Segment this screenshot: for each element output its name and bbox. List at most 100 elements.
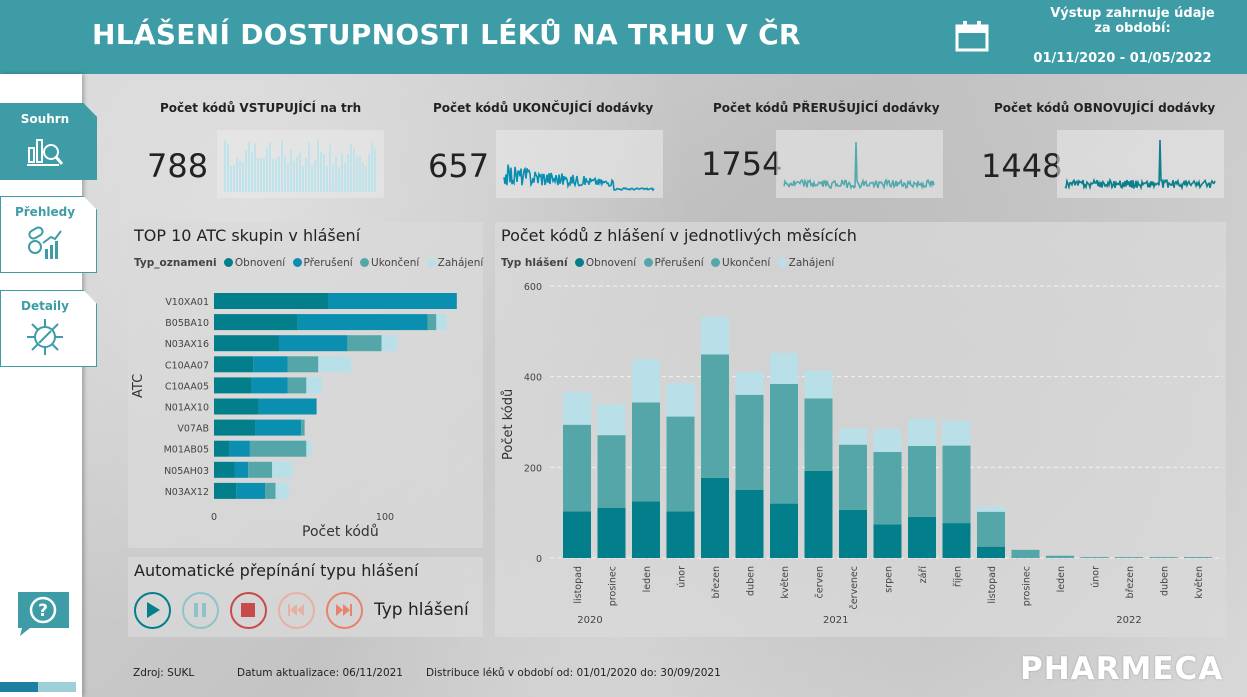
monthly-legend-obnoveni[interactable]: Obnovení bbox=[574, 257, 636, 269]
atc-bar-segment bbox=[258, 398, 317, 415]
monthly-x-tick: prosinec bbox=[1022, 566, 1033, 606]
monthly-x-tick: květen bbox=[1194, 566, 1205, 599]
monthly-legend-preruseni[interactable]: Přerušení bbox=[643, 257, 704, 269]
playback-type-label: Typ hlášení bbox=[374, 600, 469, 620]
monthly-bar-segment bbox=[942, 445, 971, 524]
monthly-x-tick: prosinec bbox=[608, 566, 619, 606]
monthly-bar-segment bbox=[1184, 557, 1212, 558]
nav-souhrn-label: Souhrn bbox=[20, 112, 70, 126]
monthly-year-label: 2020 bbox=[577, 615, 602, 626]
monthly-bar-segment bbox=[770, 353, 798, 384]
monthly-bar-segment bbox=[563, 424, 591, 512]
monthly-bar-segment bbox=[804, 370, 833, 399]
stop-button[interactable] bbox=[230, 592, 267, 629]
atc-bar-segment bbox=[328, 293, 457, 309]
nav-prehledy[interactable]: Přehledy bbox=[0, 196, 97, 273]
atc-bar-segment bbox=[301, 419, 305, 436]
sparkline-trace bbox=[503, 164, 655, 192]
atc-bar-segment bbox=[214, 461, 235, 478]
atc-bar-segment bbox=[381, 335, 397, 352]
monthly-bar-segment bbox=[735, 394, 764, 490]
monthly-year-label: 2021 bbox=[823, 615, 848, 626]
atc-bar-segment bbox=[272, 461, 293, 478]
nav-souhrn[interactable]: Souhrn bbox=[0, 103, 97, 180]
atc-legend-zahajeni[interactable]: Zahájení bbox=[426, 257, 483, 269]
legend-dot bbox=[360, 258, 370, 267]
monthly-x-tick: duben bbox=[746, 566, 757, 596]
monthly-x-tick: leden bbox=[1056, 566, 1067, 592]
nav-detaily-label: Detaily bbox=[21, 299, 69, 313]
monthly-x-tick: červen bbox=[815, 566, 826, 598]
kpi-entering-sparkline bbox=[217, 130, 384, 198]
atc-bar-segment bbox=[318, 356, 351, 373]
monthly-bar-segment bbox=[873, 451, 902, 525]
legend-dot bbox=[777, 258, 787, 267]
atc-bar-segment bbox=[214, 356, 254, 373]
atc-bar-segment bbox=[234, 461, 249, 478]
monthly-bar-segment bbox=[632, 501, 660, 558]
monthly-x-tick: listopad bbox=[987, 566, 998, 604]
monthly-year-label: 2022 bbox=[1116, 615, 1141, 626]
pause-icon bbox=[194, 603, 206, 617]
monthly-x-tick: únor bbox=[1091, 566, 1102, 588]
help-button[interactable]: ? bbox=[16, 590, 71, 636]
monthly-bar-segment bbox=[632, 402, 660, 502]
nav-detaily[interactable]: Detaily bbox=[0, 290, 97, 367]
atc-legend-preruseni[interactable]: Přerušení bbox=[292, 257, 353, 269]
sparkline-trace bbox=[1064, 139, 1216, 191]
monthly-bar-segment bbox=[908, 418, 936, 447]
atc-bar-segment bbox=[347, 335, 382, 352]
atc-bar-segment bbox=[427, 314, 437, 331]
kpi-restoring-title: Počet kódů OBNOVUJÍCÍ dodávky bbox=[994, 101, 1216, 115]
atc-bar-segment bbox=[278, 335, 348, 352]
atc-bar-chart: V10XA01 B05BA10 N03AX16 C10AA07 C10AA05 N01AX… bbox=[164, 293, 457, 523]
monthly-bar-segment bbox=[666, 383, 695, 417]
atc-bar-segment bbox=[265, 482, 276, 499]
atc-legend-obnoveni[interactable]: Obnovení bbox=[223, 257, 285, 269]
atc-bar-segment bbox=[249, 440, 307, 457]
footer-updated: Datum aktualizace: 06/11/2021 bbox=[237, 667, 403, 679]
monthly-legend-zahajeni[interactable]: Zahájení bbox=[777, 257, 834, 269]
legend-dot bbox=[292, 258, 302, 267]
play-button[interactable] bbox=[134, 592, 171, 629]
monthly-bar-segment bbox=[701, 316, 729, 355]
atc-bar-segment bbox=[214, 314, 298, 331]
monthly-x-tick: říjen bbox=[953, 566, 964, 587]
atc-tick-label: N01AX10 bbox=[165, 403, 209, 414]
monthly-y-tick: 200 bbox=[524, 463, 542, 474]
next-button[interactable] bbox=[326, 592, 363, 629]
monthly-legend-ukonceni[interactable]: Ukončení bbox=[711, 257, 770, 269]
monthly-x-tick: květen bbox=[780, 566, 791, 599]
pause-button[interactable] bbox=[182, 592, 219, 629]
atc-x-axis-label: Počet kódů bbox=[302, 524, 379, 540]
atc-bar-segment bbox=[306, 440, 312, 457]
header-bar: HLÁŠENÍ DOSTUPNOSTI LÉKŮ NA TRHU V ČR Vý… bbox=[0, 0, 1247, 74]
atc-legend-ukonceni[interactable]: Ukončení bbox=[360, 257, 419, 269]
atc-bar-segment bbox=[297, 314, 428, 331]
atc-bar-segment bbox=[214, 482, 237, 499]
atc-bar-segment bbox=[287, 377, 307, 394]
monthly-y-tick: 0 bbox=[536, 554, 542, 565]
monthly-x-tick: srpen bbox=[884, 566, 895, 593]
monthly-bar-segment bbox=[1080, 557, 1109, 558]
atc-tick-label: N05AH03 bbox=[164, 466, 209, 477]
monthly-bar-segment bbox=[701, 477, 729, 558]
atc-bar-segment bbox=[306, 377, 322, 394]
previous-button[interactable] bbox=[278, 592, 315, 629]
kpi-interrupting-title: Počet kódů PŘERUŠUJÍCÍ dodávky bbox=[713, 101, 940, 115]
atc-tick-label: V10XA01 bbox=[165, 297, 209, 308]
monthly-bar-segment bbox=[770, 383, 798, 504]
sparkline-trace bbox=[783, 141, 935, 191]
monthly-bar-segment bbox=[1149, 557, 1178, 558]
summary-icon bbox=[27, 139, 64, 166]
monthly-bar-segment bbox=[735, 490, 764, 558]
skip-back-icon bbox=[288, 604, 304, 616]
atc-legend: Typ_oznameni Obnovení Přerušení Ukončení… bbox=[134, 257, 483, 269]
atc-bar-segment bbox=[436, 314, 447, 331]
atc-tick-label: C10AA05 bbox=[165, 381, 209, 392]
footer-source: Zdroj: SUKL bbox=[133, 667, 195, 679]
page-title: HLÁŠENÍ DOSTUPNOSTI LÉKŮ NA TRHU V ČR bbox=[92, 18, 801, 51]
monthly-bar-segment bbox=[977, 546, 1005, 558]
monthly-bar-segment bbox=[1046, 555, 1074, 558]
overview-icon bbox=[28, 226, 62, 259]
